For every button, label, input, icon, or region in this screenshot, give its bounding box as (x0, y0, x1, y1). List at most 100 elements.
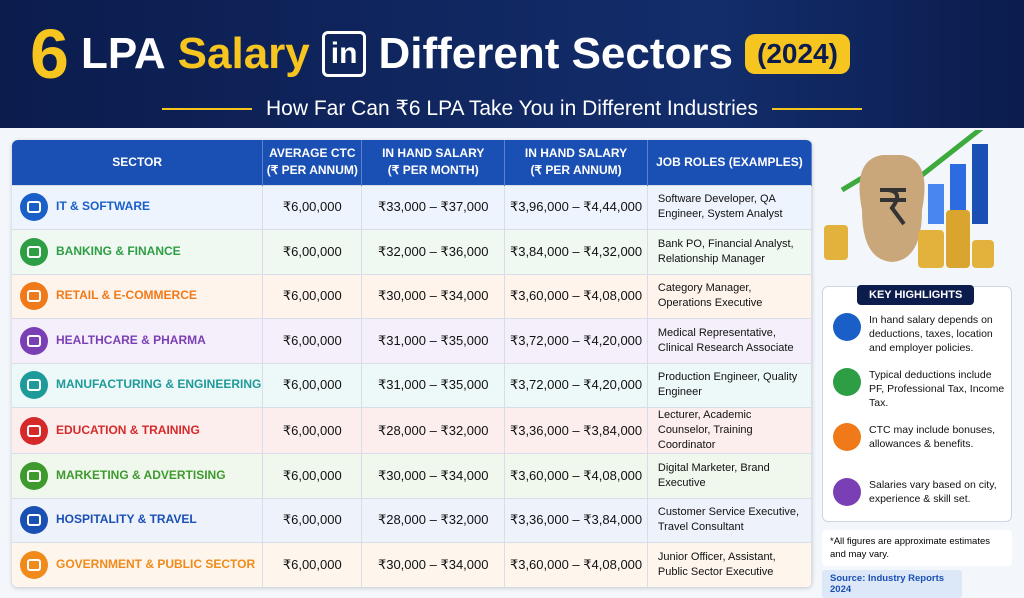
value-cell: ₹3,36,000 – ₹3,84,000 (504, 497, 648, 543)
highlight-item: In hand salary depends on deductions, ta… (833, 313, 1009, 355)
value-cell: ₹3,60,000 – ₹4,08,000 (504, 273, 648, 319)
header-row: SECTOR AVERAGE CTC (₹ PER ANNUM) IN HAND SA… (12, 140, 812, 185)
sector-icon (20, 416, 48, 445)
note: *All figures are approximate estimates a… (822, 530, 1012, 566)
sector-cell: GOVERNMENT & PUBLIC SECTOR (12, 542, 264, 587)
cell-text: Customer Service Executive, Travel Consu… (657, 506, 800, 534)
column-header: AVERAGE CTC (₹ PER ANNUM) (262, 140, 363, 185)
bar-deco (972, 144, 988, 224)
cell-text: Medical Representative, Clinical Researc… (657, 326, 794, 354)
sector-name: RETAIL & E-COMMERCE (56, 288, 197, 303)
roles-cell: Medical Representative, Clinical Researc… (647, 318, 812, 363)
cell-text: Category Manager, Operations Executive (657, 282, 763, 310)
column-title: IN HAND SALARY (524, 146, 628, 161)
row: MANUFACTURING & ENGINEERING ₹6,00,000 ₹31,… (12, 362, 812, 408)
cell-text: ₹6,00,000 (282, 467, 342, 483)
cell-text: ₹3,36,000 – ₹3,84,000 (509, 422, 643, 438)
highlight-item: CTC may include bonuses, allowances & be… (833, 423, 1009, 451)
column-title: AVERAGE CTC (269, 146, 356, 161)
highlight-icon (833, 423, 861, 451)
cell-text: ₹6,00,000 (282, 288, 342, 304)
title-main: LPA (80, 29, 166, 78)
cell-text: ₹31,000 – ₹35,000 (377, 377, 489, 393)
value-cell: ₹3,72,000 – ₹4,20,000 (504, 318, 648, 363)
cell-text: ₹6,00,000 (282, 557, 342, 572)
cell-text: ₹6,00,000 (282, 243, 342, 259)
sector-name: IT & SOFTWARE (56, 199, 150, 214)
value-cell: ₹3,84,000 – ₹4,32,000 (504, 229, 648, 274)
column-header: IN HAND SALARY (₹ PER MONTH) (361, 140, 506, 185)
value-cell: ₹30,000 – ₹34,000 (361, 453, 506, 498)
row: GOVERNMENT & PUBLIC SECTOR ₹6,00,000 ₹30,0… (12, 542, 812, 587)
title-in: in (321, 31, 367, 77)
sector-cell: IT & SOFTWARE (12, 184, 264, 230)
table-body: IT & SOFTWARE ₹6,00,000 ₹33,000 – ₹37,000 ₹… (12, 184, 812, 587)
column-title: IN HAND SALARY (382, 146, 485, 161)
coins (972, 240, 994, 268)
highlight-icon (833, 478, 861, 506)
column-subtitle: (₹ PER MONTH) (387, 163, 479, 178)
column-header: JOB ROLES (EXAMPLES) (647, 140, 812, 185)
value-cell: ₹3,36,000 – ₹3,84,000 (504, 407, 648, 454)
sector-cell: HOSPITALITY & TRAVEL (12, 497, 264, 543)
cell-text: Lecturer, Academic Counselor, Training C… (657, 409, 753, 451)
sector-icon (20, 551, 48, 579)
cell-text: ₹3,72,000 – ₹4,20,000 (509, 377, 643, 393)
highlights-title: KEY HIGHLIGHTS (857, 285, 975, 305)
roles-cell: Customer Service Executive, Travel Consu… (647, 497, 812, 543)
coins (824, 225, 848, 260)
sector-name: MARKETING & ADVERTISING (56, 467, 226, 482)
cell-text: ₹3,60,000 – ₹4,08,000 (509, 557, 643, 572)
column-title: JOB ROLES (EXAMPLES) (656, 154, 803, 169)
subtitle-wrap: How Far Can ₹6 LPA Take You in Different… (0, 96, 1024, 121)
sector-cell: MARKETING & ADVERTISING (12, 453, 264, 498)
title-accent: Salary (177, 29, 310, 78)
value-cell: ₹31,000 – ₹35,000 (361, 318, 506, 363)
value-cell: ₹3,60,000 – ₹4,08,000 (504, 542, 648, 587)
row: IT & SOFTWARE ₹6,00,000 ₹33,000 – ₹37,000 ₹… (12, 184, 812, 230)
roles-cell: Lecturer, Academic Counselor, Training C… (647, 407, 812, 454)
sector-icon (20, 371, 48, 400)
value-cell: ₹30,000 – ₹34,000 (361, 273, 506, 319)
highlight-icon (833, 368, 861, 396)
sector-name: HEALTHCARE & PHARMA (56, 332, 206, 347)
column-header: SECTOR (12, 140, 264, 185)
sector-icon (20, 461, 48, 490)
cell-text: ₹3,60,000 – ₹4,08,000 (509, 288, 643, 304)
value-cell: ₹6,00,000 (262, 407, 363, 454)
cell-text: ₹3,72,000 – ₹4,20,000 (509, 332, 643, 348)
illustration (824, 130, 994, 268)
cell-text: Junior Officer, Assistant, Public Sector… (657, 551, 776, 578)
roles-cell: Junior Officer, Assistant, Public Sector… (647, 542, 812, 587)
sector-cell: BANKING & FINANCE (12, 229, 264, 274)
sector-cell: EDUCATION & TRAINING (12, 407, 264, 454)
source: Source: Industry Reports 2024 (822, 570, 962, 598)
coins (918, 230, 944, 268)
column-subtitle: (₹ PER ANNUM) (266, 163, 358, 178)
roles-cell: Software Developer, QA Engineer, System … (647, 184, 812, 230)
salary-table: SECTOR AVERAGE CTC (₹ PER ANNUM) IN HAND SA… (12, 140, 812, 587)
cell-text: ₹28,000 – ₹32,000 (377, 422, 489, 438)
value-cell: ₹3,96,000 – ₹4,44,000 (504, 184, 648, 230)
sector-icon (20, 282, 48, 311)
value-cell: ₹3,72,000 – ₹4,20,000 (504, 362, 648, 408)
row: HOSPITALITY & TRAVEL ₹6,00,000 ₹28,000 – ₹… (12, 497, 812, 543)
value-cell: ₹6,00,000 (262, 229, 363, 274)
roles-cell: Category Manager, Operations Executive (647, 273, 812, 319)
sector-icon (20, 193, 48, 222)
highlights: KEY HIGHLIGHTS In hand salary depends on… (822, 285, 1012, 522)
cell-text: ₹30,000 – ₹34,000 (377, 288, 489, 304)
cell-text: ₹33,000 – ₹37,000 (377, 199, 489, 215)
sector-name: GOVERNMENT & PUBLIC SECTOR (56, 557, 256, 572)
sector-cell: HEALTHCARE & PHARMA (12, 318, 264, 363)
row: HEALTHCARE & PHARMA ₹6,00,000 ₹31,000 – ₹3… (12, 318, 812, 363)
coins (946, 210, 970, 268)
value-cell: ₹32,000 – ₹36,000 (361, 229, 506, 274)
title: 6 LPA Salary in Different Sectors (2024) (30, 14, 850, 94)
value-cell: ₹6,00,000 (262, 542, 363, 587)
sector-name: BANKING & FINANCE (56, 243, 181, 258)
row: EDUCATION & TRAINING ₹6,00,000 ₹28,000 – ₹… (12, 407, 812, 454)
bar-deco (950, 164, 966, 224)
cell-text: ₹3,84,000 – ₹4,32,000 (509, 243, 643, 259)
